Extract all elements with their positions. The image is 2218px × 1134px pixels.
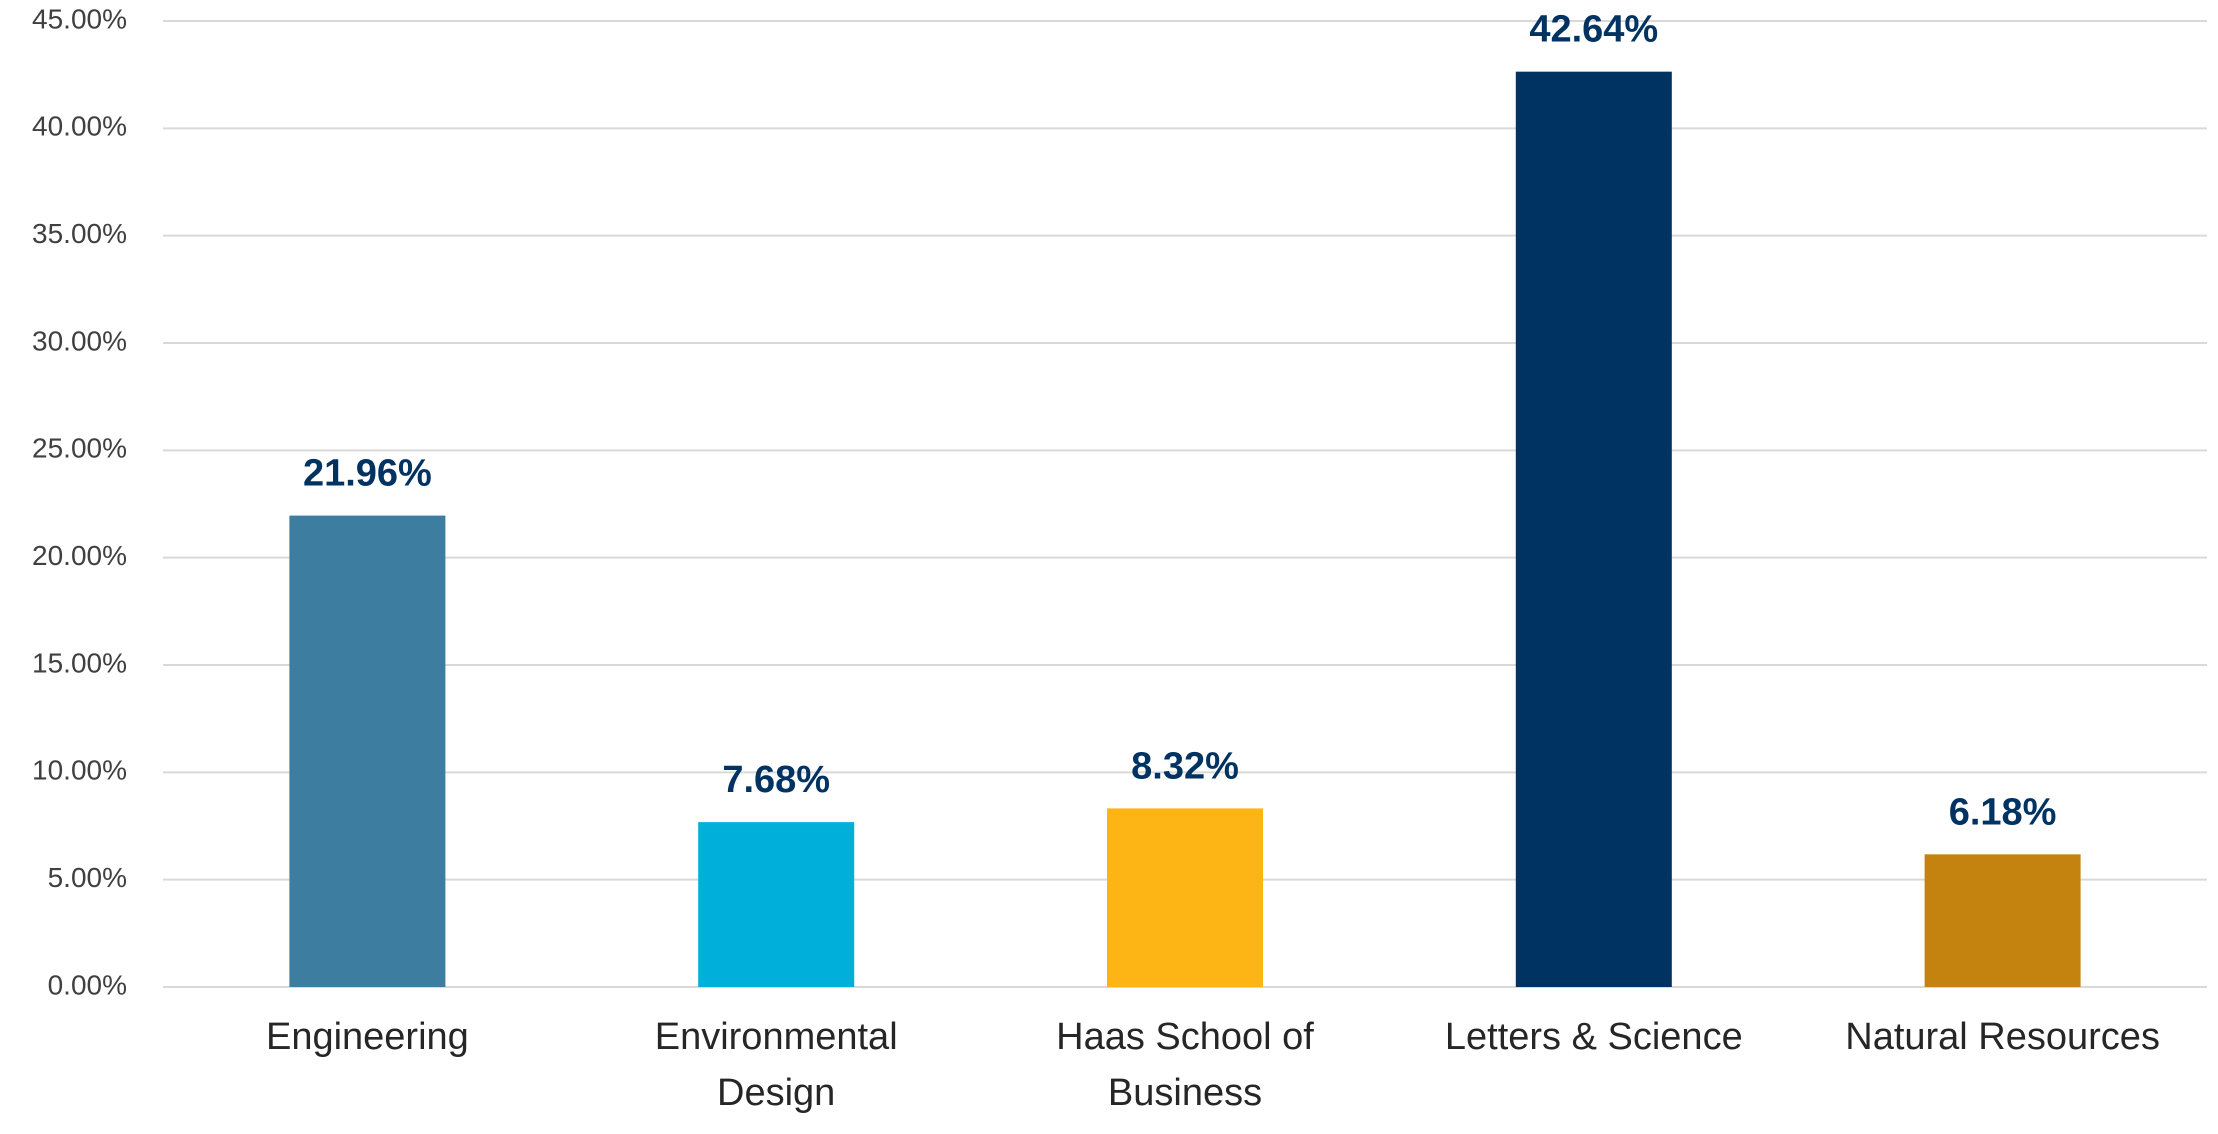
bar (1924, 854, 2081, 987)
bar (698, 822, 855, 987)
x-tick-label: Natural Resources (1845, 1016, 2160, 1058)
bar (1515, 71, 1672, 988)
y-tick-label: 45.00% (32, 3, 127, 34)
value-label: 6.18% (1949, 791, 2057, 833)
y-tick-label: 20.00% (32, 540, 127, 571)
y-tick-label: 0.00% (48, 969, 127, 1000)
bar (289, 515, 446, 987)
value-label: 21.96% (303, 453, 432, 495)
y-tick-label: 15.00% (32, 647, 127, 678)
y-tick-label: 10.00% (32, 755, 127, 786)
value-label: 8.32% (1131, 745, 1239, 787)
y-tick-label: 30.00% (32, 325, 127, 356)
x-tick-label: Letters & Science (1444, 1016, 1743, 1058)
x-tick-label: Haas School of Business (1056, 1016, 1314, 1114)
bar (1107, 808, 1263, 987)
y-tick-label: 25.00% (32, 433, 127, 464)
y-tick-label: 40.00% (32, 111, 127, 142)
x-tick-label: Engineering (265, 1016, 469, 1058)
y-tick-label: 5.00% (48, 862, 127, 893)
value-label: 7.68% (722, 759, 830, 801)
x-tick-label: Environmental Design (654, 1016, 898, 1114)
y-tick-label: 35.00% (32, 218, 127, 249)
value-label: 42.64% (1529, 9, 1658, 51)
